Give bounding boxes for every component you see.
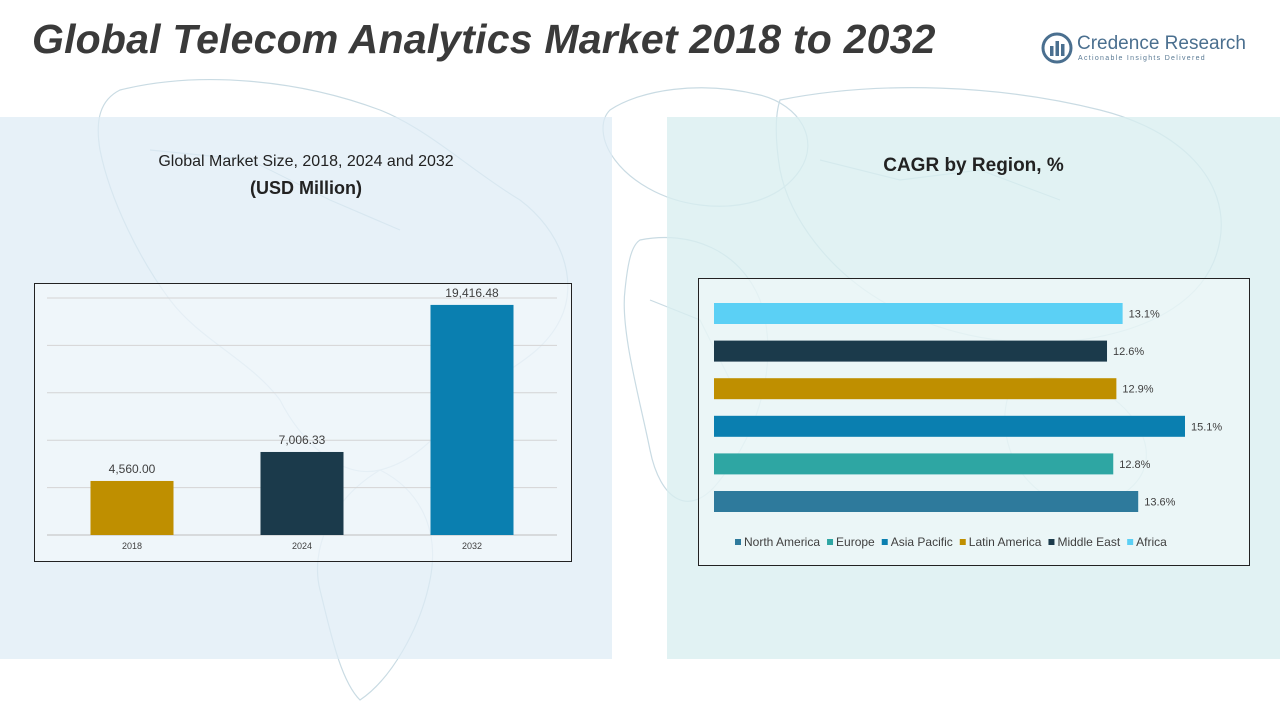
legend-swatch-asia-pacific bbox=[881, 539, 888, 545]
bar-2018 bbox=[90, 480, 174, 535]
x-tick-label-2018: 2018 bbox=[122, 541, 142, 551]
data-label-2018: 4,560.00 bbox=[109, 462, 156, 476]
cagr-chart: 13.1% 12.6% 12.9% 15.1% 12.8% 13.6% North Amer… bbox=[714, 303, 1222, 549]
bar-latin-america bbox=[714, 378, 1117, 400]
legend: North America Europe Asia Pacific Latin Ame… bbox=[735, 535, 1167, 549]
legend-label-africa: Africa bbox=[1136, 535, 1167, 549]
data-label-africa: 13.1% bbox=[1129, 309, 1160, 321]
x-tick-label-2032: 2032 bbox=[462, 541, 482, 551]
data-label-europe: 12.8% bbox=[1119, 459, 1150, 471]
legend-label-asia-pacific: Asia Pacific bbox=[891, 535, 953, 549]
cagr-chart-frame: 13.1% 12.6% 12.9% 15.1% 12.8% 13.6% North Amer… bbox=[698, 278, 1250, 566]
data-label-2024: 7,006.33 bbox=[279, 433, 326, 447]
bar-asia-pacific bbox=[714, 415, 1185, 437]
data-label-asia-pacific: 15.1% bbox=[1191, 421, 1222, 433]
legend-swatch-latin-america bbox=[959, 539, 966, 545]
x-tick-label-2024: 2024 bbox=[292, 541, 312, 551]
brand-tagline: Actionable Insights Delivered bbox=[1078, 55, 1206, 62]
data-label-middle-east: 12.6% bbox=[1113, 346, 1144, 358]
legend-label-north-america: North America bbox=[744, 535, 820, 549]
bar-north-america bbox=[714, 491, 1139, 512]
market-size-chart-frame: 4,560.00 2018 7,006.33 2024 19,416.48 2032 bbox=[34, 283, 572, 562]
legend-swatch-europe bbox=[827, 539, 834, 545]
market-size-unit: (USD Million) bbox=[250, 178, 362, 198]
data-label-north-america: 13.6% bbox=[1144, 497, 1175, 509]
data-label-2032: 19,416.48 bbox=[445, 286, 499, 300]
legend-label-europe: Europe bbox=[836, 535, 875, 549]
bar-middle-east bbox=[714, 340, 1108, 362]
bar-europe bbox=[714, 453, 1114, 475]
market-size-subtitle: Global Market Size, 2018, 2024 and 2032 bbox=[158, 153, 454, 170]
credence-logo-icon bbox=[1041, 32, 1073, 64]
legend-swatch-north-america bbox=[735, 539, 741, 545]
legend-label-middle-east: Middle East bbox=[1057, 535, 1120, 549]
bar-africa bbox=[714, 303, 1123, 324]
brand-name: Credence Research bbox=[1077, 33, 1246, 54]
bar-2024 bbox=[260, 451, 344, 535]
cagr-title: CAGR by Region, % bbox=[883, 155, 1064, 176]
market-size-chart: 4,560.00 2018 7,006.33 2024 19,416.48 2032 bbox=[47, 286, 557, 551]
page-title: Global Telecom Analytics Market 2018 to … bbox=[32, 16, 936, 62]
legend-label-latin-america: Latin America bbox=[969, 535, 1042, 549]
legend-swatch-africa bbox=[1127, 539, 1134, 545]
brand-logo: Credence Research Actionable Insights De… bbox=[1040, 30, 1255, 70]
legend-swatch-middle-east bbox=[1048, 539, 1055, 545]
bar-2032 bbox=[430, 304, 514, 535]
data-label-latin-america: 12.9% bbox=[1122, 384, 1153, 396]
